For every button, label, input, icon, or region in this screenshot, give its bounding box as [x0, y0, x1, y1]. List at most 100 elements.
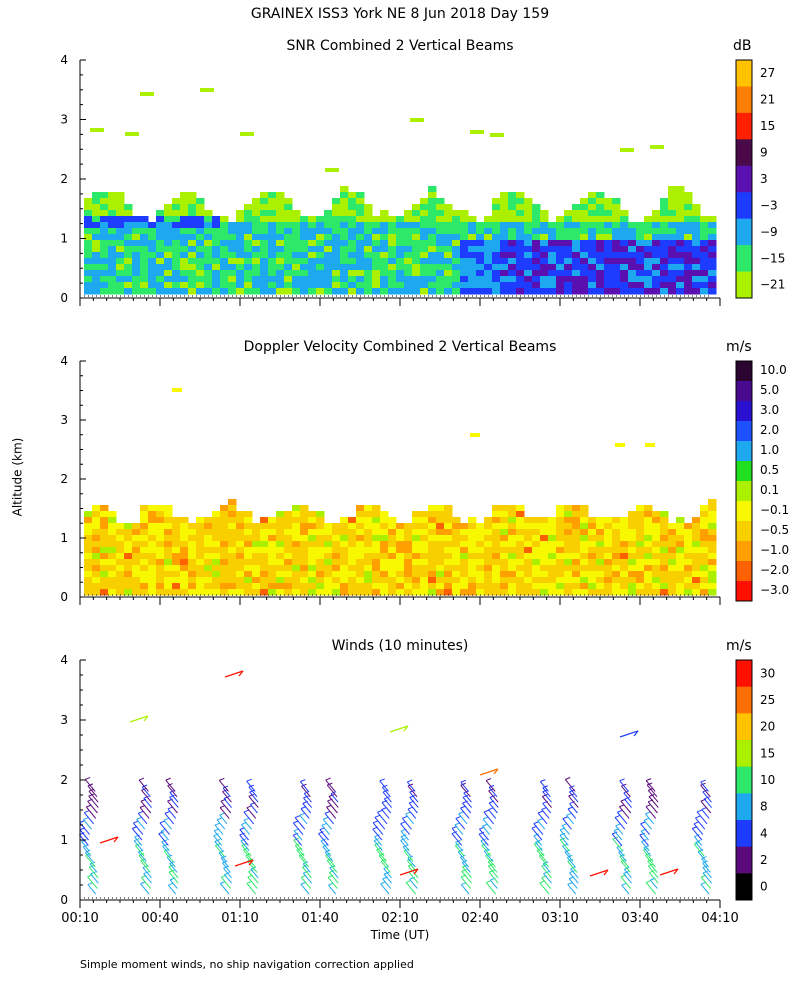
velocity-unit: m/s — [726, 339, 752, 355]
x-tick-label: 01:40 — [301, 911, 338, 926]
axes-panel-3: 0 1 2 3 4 00:10 00:40 01:10 01:40 02:10 02:40 03:10… — [60, 653, 738, 926]
y-tick-label: 2 — [60, 172, 68, 186]
x-tick-label: 02:10 — [381, 911, 418, 926]
colorbar-label: 5.0 — [760, 383, 779, 397]
x-axis-title: Time (UT) — [370, 928, 430, 942]
colorbar-swatch — [736, 740, 752, 768]
x-tick-label: 04:10 — [701, 911, 738, 926]
colorbar-swatch — [736, 401, 752, 422]
colorbar-label: −2.0 — [760, 563, 789, 577]
winds-panel-title: Winds (10 minutes) — [331, 638, 469, 654]
colorbar-swatch — [736, 541, 752, 562]
x-tick-label: 01:10 — [221, 911, 258, 926]
x-tick-label: 02:40 — [461, 911, 498, 926]
colorbar-label: 0.1 — [760, 483, 779, 497]
colorbar-frame — [735, 659, 753, 901]
colorbar-1: 27 21 15 9 3 −3 −9 −15 −21 — [735, 59, 785, 299]
colorbar-swatch — [736, 192, 752, 220]
y-tick-label: 0 — [60, 590, 68, 604]
colorbar-swatch — [736, 112, 752, 140]
colorbar-label: −15 — [760, 251, 785, 265]
colorbar-swatch — [736, 713, 752, 741]
colorbar-swatch — [736, 461, 752, 482]
y-tick-label: 3 — [60, 113, 68, 127]
snr-panel-title: SNR Combined 2 Vertical Beams — [286, 38, 514, 54]
colorbar-label: 20 — [760, 720, 775, 734]
x-tick-label: 00:10 — [61, 911, 98, 926]
axes-panel-2: 0 1 2 3 4 — [60, 354, 721, 605]
winds-unit: m/s — [726, 638, 752, 654]
colorbar-label: 3.0 — [760, 403, 779, 417]
y-tick-label: 3 — [60, 713, 68, 727]
colorbar-swatch — [736, 766, 752, 794]
colorbar-swatch — [736, 501, 752, 522]
colorbar-frame — [735, 59, 753, 299]
y-tick-label: 1 — [60, 833, 68, 847]
colorbar-swatch — [736, 165, 752, 193]
y-tick-label: 2 — [60, 472, 68, 486]
colorbar-swatch — [736, 441, 752, 462]
x-tick-label: 03:10 — [541, 911, 578, 926]
colorbar-swatch — [736, 381, 752, 402]
colorbar-swatch — [736, 793, 752, 821]
colorbar-label: −9 — [760, 225, 778, 239]
y-tick-label: 2 — [60, 773, 68, 787]
colorbar-label: 10.0 — [760, 363, 787, 377]
colorbar-swatch — [736, 361, 752, 382]
axes-panel-1: 0 1 2 3 4 — [60, 53, 721, 306]
colorbar-label: 3 — [760, 172, 768, 186]
colorbar-label: −0.5 — [760, 523, 789, 537]
colorbar-swatch — [736, 60, 752, 87]
colorbar-label: 2.0 — [760, 423, 779, 437]
colorbar-label: 21 — [760, 93, 775, 107]
colorbar-label: 15 — [760, 119, 775, 133]
colorbar-label: −3 — [760, 198, 778, 212]
colorbar-label: 1.0 — [760, 443, 779, 457]
colorbar-swatch — [736, 218, 752, 246]
colorbar-label: −3.0 — [760, 583, 789, 597]
colorbar-swatch — [736, 481, 752, 502]
colorbar-swatch — [736, 245, 752, 273]
y-tick-label: 0 — [60, 291, 68, 305]
colorbar-swatch — [736, 660, 752, 688]
y-tick-label: 1 — [60, 232, 68, 246]
y-tick-label: 4 — [60, 53, 68, 67]
colorbar-label: 25 — [760, 693, 775, 707]
colorbar-swatch — [736, 421, 752, 442]
chart-title: GRAINEX ISS3 York NE 8 Jun 2018 Day 159 — [250, 6, 550, 22]
y-tick-label: 4 — [60, 354, 68, 368]
colorbar-swatch — [736, 139, 752, 167]
colorbar-label: 0.5 — [760, 463, 779, 477]
colorbar-label: 8 — [760, 800, 768, 814]
snr-heatmap — [84, 88, 717, 295]
colorbar-label: 9 — [760, 146, 768, 160]
colorbar-label: −0.1 — [760, 503, 789, 517]
colorbar-label: −21 — [760, 278, 785, 292]
velocity-heatmap — [84, 388, 717, 596]
y-tick-label: 1 — [60, 531, 68, 545]
wind-barbs — [79, 670, 712, 895]
colorbar-label: 10 — [760, 773, 775, 787]
colorbar-swatch — [736, 873, 752, 901]
colorbar-label: −1.0 — [760, 543, 789, 557]
colorbar-swatch — [736, 271, 752, 299]
y-tick-label: 0 — [60, 893, 68, 907]
colorbar-label: 30 — [760, 666, 775, 680]
colorbar-swatch — [736, 686, 752, 714]
colorbar-swatch — [736, 521, 752, 542]
colorbar-label: 15 — [760, 746, 775, 760]
colorbar-label: 0 — [760, 880, 768, 894]
colorbar-swatch — [736, 820, 752, 848]
colorbar-swatch — [736, 581, 752, 602]
colorbar-label: 4 — [760, 826, 768, 840]
colorbar-swatch — [736, 846, 752, 874]
colorbar-frame — [735, 360, 753, 602]
y-tick-label: 4 — [60, 653, 68, 667]
x-tick-label: 03:40 — [621, 911, 658, 926]
y-tick-label: 3 — [60, 413, 68, 427]
colorbar-swatch — [736, 561, 752, 582]
velocity-panel-title: Doppler Velocity Combined 2 Vertical Bea… — [243, 339, 557, 355]
colorbar-label: 27 — [760, 66, 775, 80]
